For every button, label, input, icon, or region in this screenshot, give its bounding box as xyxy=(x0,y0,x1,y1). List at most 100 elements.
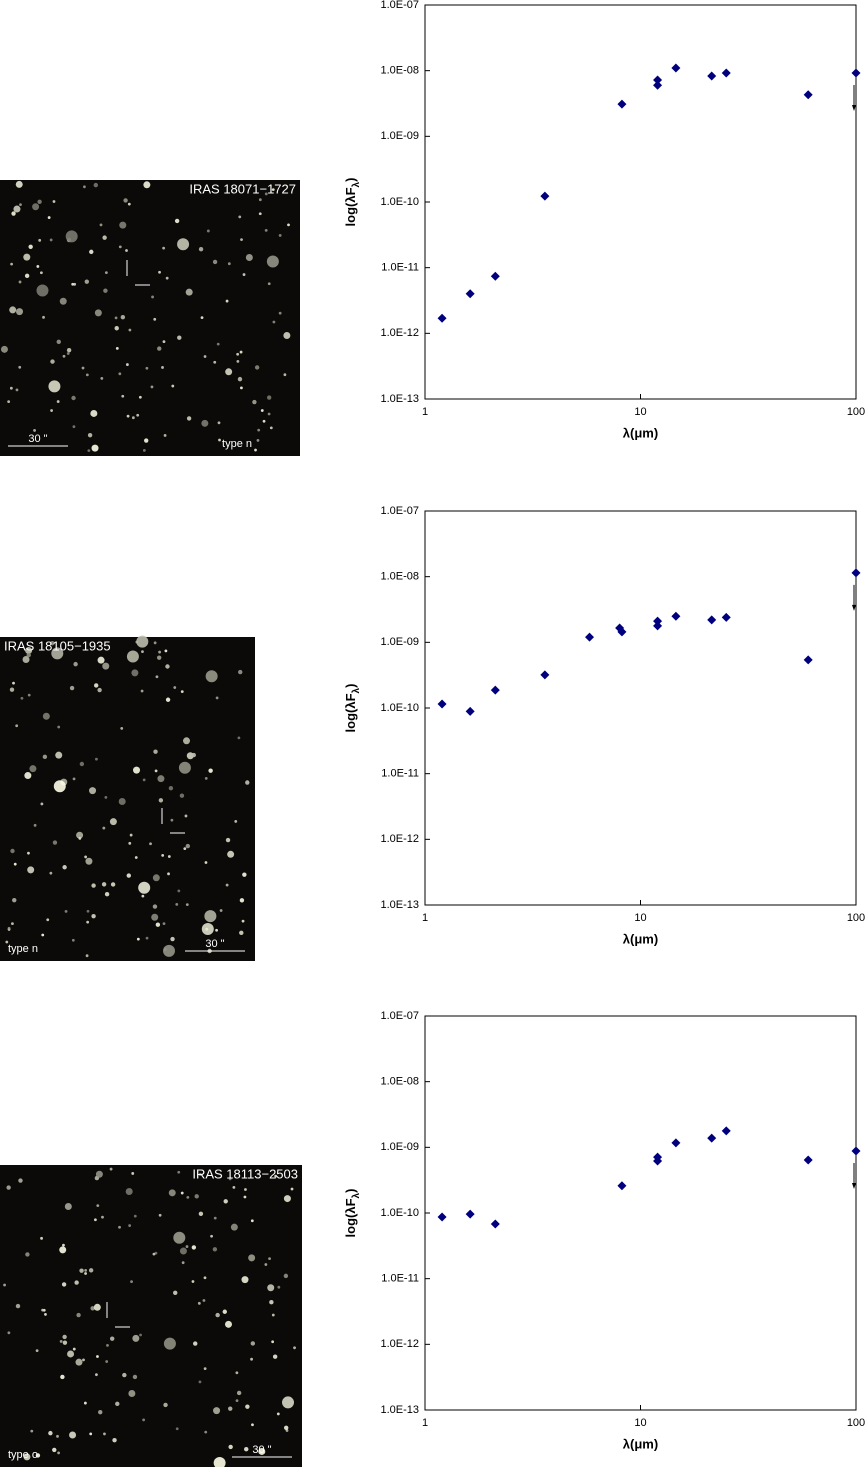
star xyxy=(95,1170,103,1178)
star xyxy=(93,1303,101,1311)
star xyxy=(97,687,102,693)
star xyxy=(180,1191,184,1195)
star xyxy=(103,288,108,293)
star xyxy=(101,882,107,887)
star xyxy=(97,656,105,664)
star xyxy=(175,902,179,906)
star xyxy=(183,737,191,745)
star xyxy=(163,1337,176,1350)
star xyxy=(153,317,157,321)
star xyxy=(250,1219,254,1223)
data-point xyxy=(465,706,475,716)
star xyxy=(283,373,287,377)
star xyxy=(36,284,49,297)
star xyxy=(52,840,58,845)
star xyxy=(175,1427,179,1431)
star xyxy=(20,696,24,700)
star xyxy=(110,882,116,887)
y-axis-title-part: log(λF xyxy=(343,693,358,732)
star xyxy=(16,308,24,316)
star xyxy=(177,335,182,340)
star xyxy=(272,320,276,324)
star xyxy=(11,922,14,926)
star xyxy=(15,724,19,728)
x-axis-title: λ(μm) xyxy=(623,425,658,440)
star xyxy=(56,1434,59,1438)
x-tick-label: 1 xyxy=(422,1417,428,1429)
star xyxy=(112,1437,117,1443)
star xyxy=(91,913,96,919)
star xyxy=(228,1444,233,1450)
star xyxy=(208,768,213,773)
x-axis-title: λ(μm) xyxy=(623,1436,658,1451)
star xyxy=(283,1273,289,1279)
star xyxy=(132,1334,140,1342)
star xyxy=(26,652,31,658)
star xyxy=(205,927,209,931)
star xyxy=(205,670,218,683)
star xyxy=(271,1340,275,1344)
star xyxy=(141,894,145,898)
star xyxy=(163,1402,168,1408)
star xyxy=(100,376,104,380)
star xyxy=(163,434,167,437)
star xyxy=(73,661,78,667)
data-point xyxy=(437,313,447,323)
star xyxy=(290,1187,294,1191)
star xyxy=(168,786,174,791)
star xyxy=(56,339,61,345)
star xyxy=(167,855,171,858)
star xyxy=(191,752,196,758)
star xyxy=(12,681,15,685)
star xyxy=(173,1290,178,1296)
star xyxy=(75,1358,83,1366)
star xyxy=(267,1284,275,1292)
star xyxy=(95,1373,98,1377)
star xyxy=(283,1195,291,1203)
star xyxy=(240,238,243,241)
star xyxy=(10,262,13,266)
star xyxy=(11,211,16,216)
data-point xyxy=(653,616,663,626)
star xyxy=(13,862,17,866)
star xyxy=(283,331,291,339)
star xyxy=(85,857,93,865)
star xyxy=(96,1355,99,1358)
star xyxy=(278,234,282,237)
star xyxy=(173,1231,186,1244)
star xyxy=(96,1204,100,1208)
y-tick-label: 1.0E-11 xyxy=(381,1273,419,1285)
star xyxy=(153,749,158,754)
star xyxy=(170,936,175,942)
star xyxy=(165,664,170,669)
data-point xyxy=(851,568,861,578)
star xyxy=(213,1407,221,1415)
star-field: IRAS 18105−1935 30 " type n xyxy=(0,635,255,961)
star xyxy=(131,1172,135,1175)
star xyxy=(232,1185,236,1189)
star xyxy=(115,1401,120,1407)
x-tick-label: 10 xyxy=(634,1417,646,1429)
star xyxy=(171,384,175,388)
star xyxy=(227,262,231,266)
y-tick-label: 1.0E-10 xyxy=(380,196,419,208)
star xyxy=(258,212,262,216)
data-point xyxy=(671,63,681,73)
star xyxy=(9,306,17,314)
y-tick-label: 1.0E-08 xyxy=(380,65,419,77)
star xyxy=(218,438,221,442)
star xyxy=(177,889,181,893)
star xyxy=(230,1223,238,1231)
x-axis-title: λ(μm) xyxy=(623,931,658,946)
star xyxy=(245,253,253,261)
image-label: IRAS 18113−2503 xyxy=(192,1166,298,1181)
star xyxy=(238,215,242,219)
star xyxy=(120,314,126,320)
star xyxy=(41,933,45,937)
star xyxy=(272,1354,278,1359)
star xyxy=(18,1178,23,1183)
star xyxy=(144,438,149,443)
star xyxy=(219,909,223,912)
